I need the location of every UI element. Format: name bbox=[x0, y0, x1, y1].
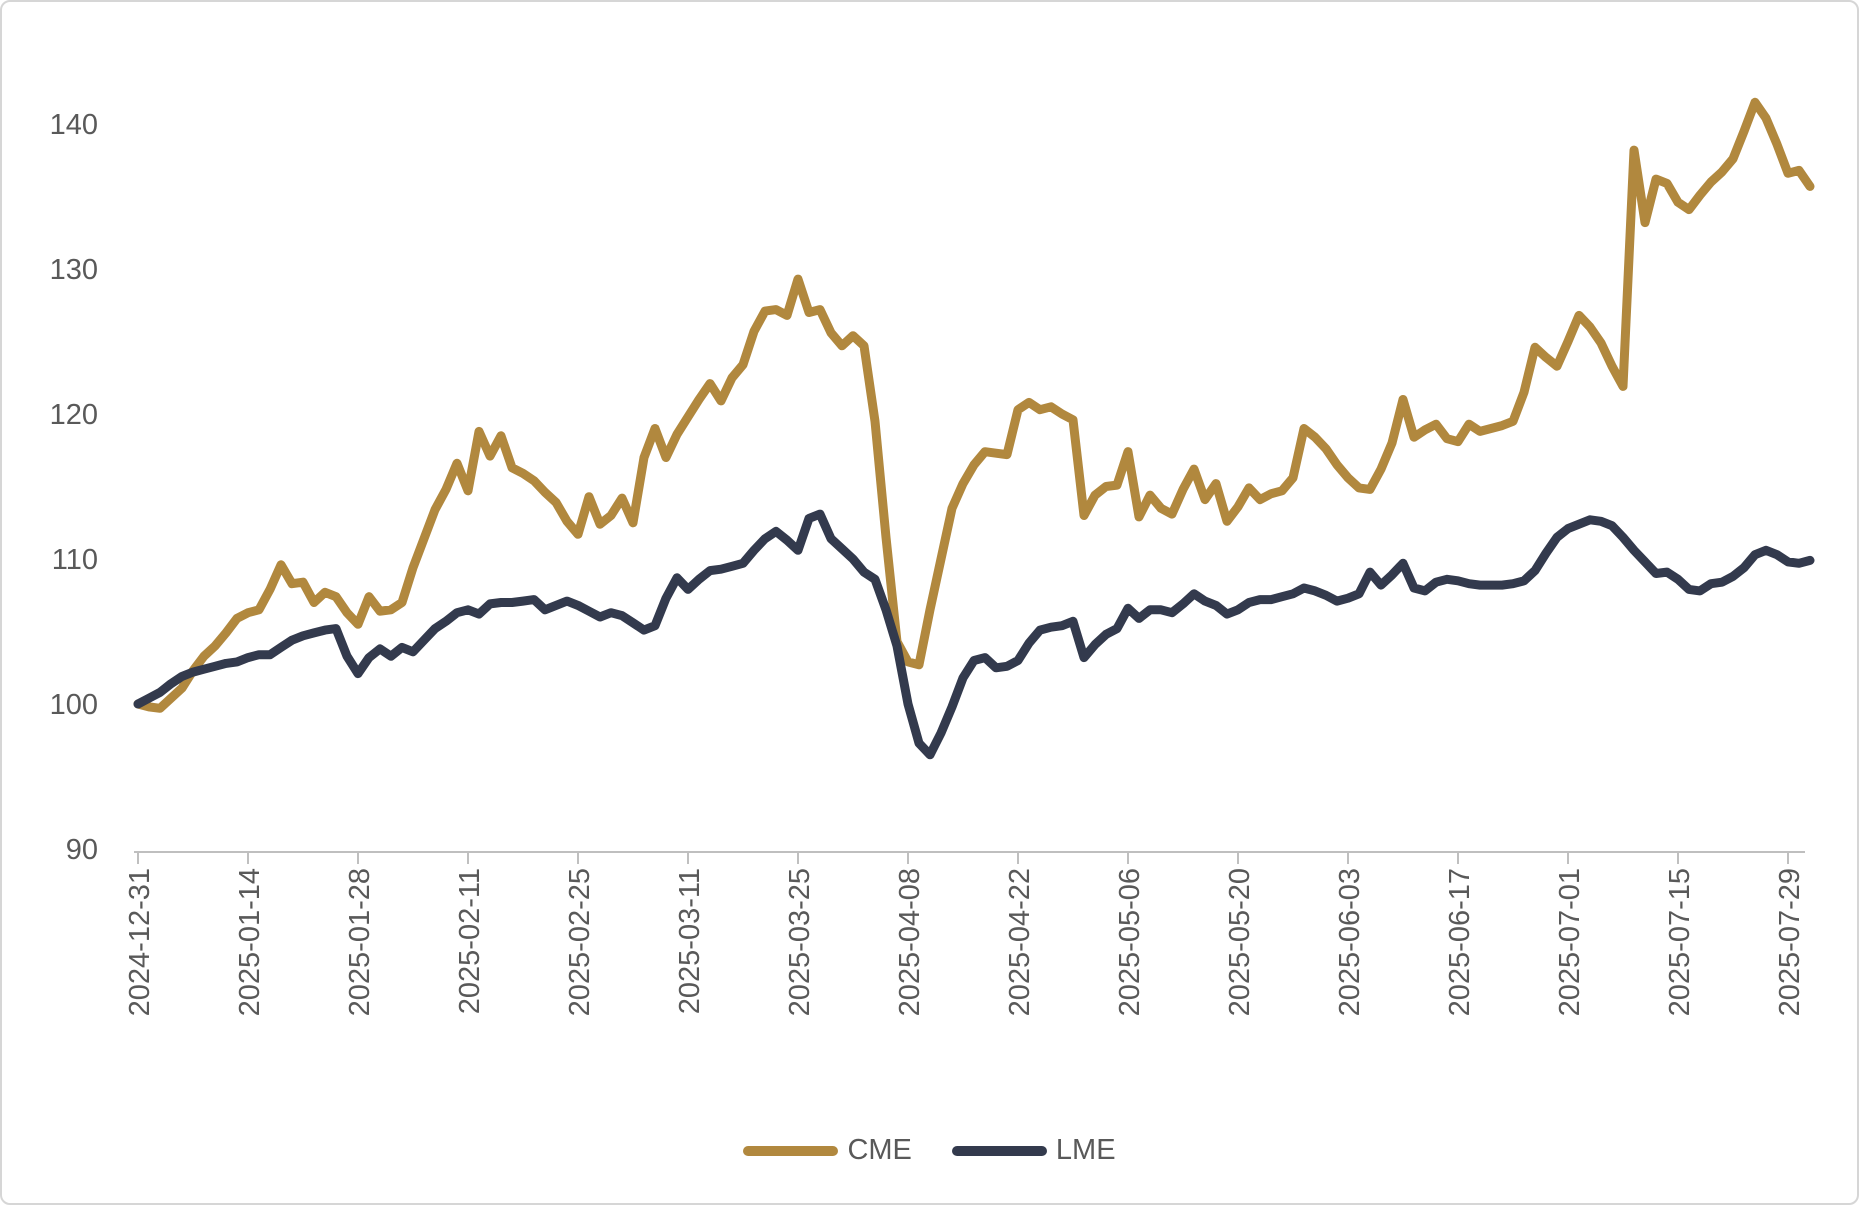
x-axis-tick-label: 2025-04-08 bbox=[894, 868, 926, 1016]
y-axis-tick-label: 90 bbox=[66, 834, 98, 866]
x-axis-tick-label: 2025-05-06 bbox=[1114, 868, 1146, 1016]
x-axis-tick-label: 2025-01-14 bbox=[234, 868, 266, 1016]
x-axis-tick-label: 2025-04-22 bbox=[1004, 868, 1036, 1016]
x-axis-tick-label: 2025-07-01 bbox=[1554, 868, 1586, 1016]
y-axis-tick-label: 120 bbox=[50, 399, 98, 431]
x-axis-tick-label: 2025-01-28 bbox=[344, 868, 376, 1016]
x-axis-tick-label: 2024-12-31 bbox=[124, 868, 156, 1016]
cme-series-line bbox=[133, 97, 1815, 713]
chart-legend: CME LME bbox=[2, 1136, 1857, 1165]
y-axis-tick-label: 130 bbox=[50, 254, 98, 286]
x-axis-tick-label: 2025-07-15 bbox=[1664, 868, 1696, 1016]
x-axis-tick-label: 2025-05-20 bbox=[1224, 868, 1256, 1016]
lme-line-swatch bbox=[951, 1145, 1047, 1156]
x-axis-tick-label: 2025-07-29 bbox=[1774, 868, 1806, 1016]
legend-item-cme: CME bbox=[743, 1134, 912, 1166]
x-axis-tick-label: 2025-02-11 bbox=[454, 868, 486, 1014]
y-axis-tick-label: 100 bbox=[50, 689, 98, 721]
cme-line-swatch bbox=[743, 1145, 839, 1156]
y-axis-tick-label: 140 bbox=[50, 109, 98, 141]
x-axis-tick-label: 2025-06-03 bbox=[1334, 868, 1366, 1016]
x-axis-tick-label: 2025-03-25 bbox=[784, 868, 816, 1016]
x-axis-tick-label: 2025-02-25 bbox=[564, 868, 596, 1016]
lme-legend-label: LME bbox=[1055, 1134, 1116, 1166]
x-axis-tick-label: 2025-03-11 bbox=[674, 868, 706, 1014]
cme-legend-label: CME bbox=[847, 1134, 912, 1166]
y-axis-tick-label: 110 bbox=[52, 544, 98, 576]
lme-series-line bbox=[133, 509, 1815, 760]
legend-item-lme: LME bbox=[951, 1134, 1116, 1166]
x-axis-tick-label: 2025-06-17 bbox=[1444, 868, 1476, 1016]
